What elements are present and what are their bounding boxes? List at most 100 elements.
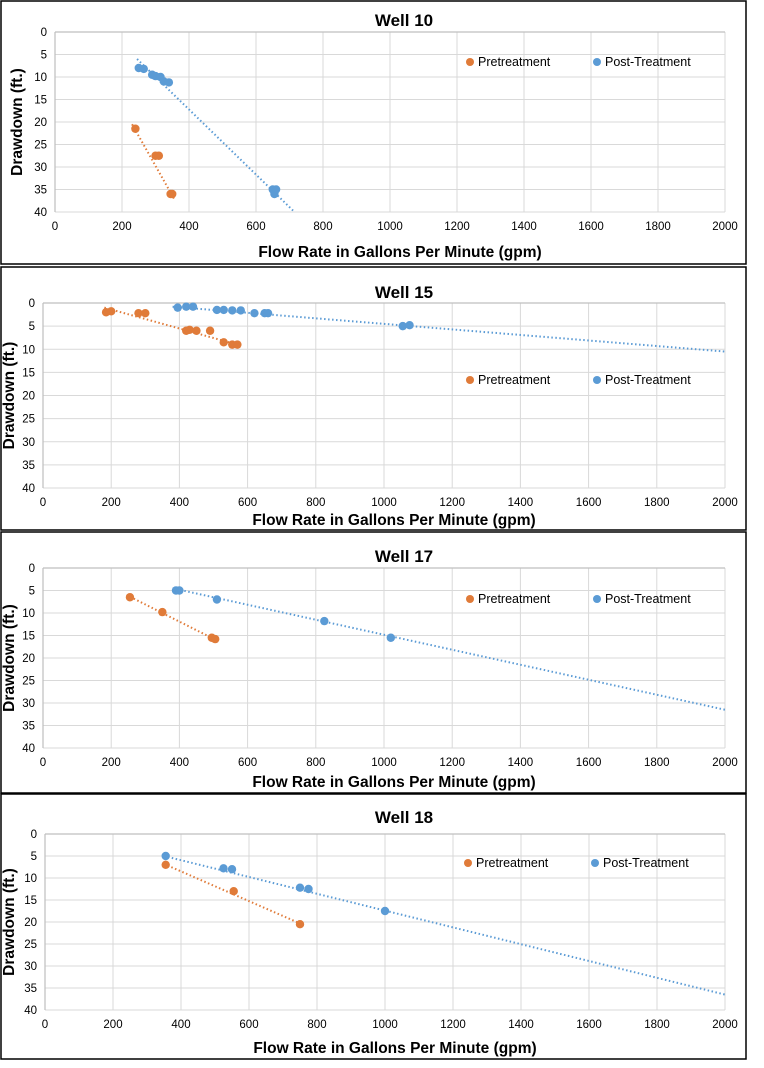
x-tick-label: 600 [246, 221, 265, 233]
chart-well-3: 0 200 400 600 800 1000 1200 1400 1600 1800 2000 0 5 1… [0, 531, 747, 794]
chart-frame [0, 531, 747, 794]
chart-title: Well 18 [375, 808, 433, 827]
pretreatment-point [161, 860, 170, 869]
y-tick-label: 35 [22, 721, 35, 733]
y-tick-label: 30 [34, 162, 47, 174]
legend-marker-pretreatment [466, 595, 474, 603]
post-treatment-point [227, 865, 237, 874]
pretreatment-point [141, 308, 150, 318]
y-tick-label: 20 [34, 117, 47, 129]
y-tick-label: 25 [24, 939, 37, 951]
y-tick-label: 15 [22, 631, 35, 643]
pretreatment-point [131, 124, 140, 133]
pretreatment-point [154, 151, 164, 160]
x-tick-label: 2000 [712, 1019, 738, 1031]
y-tick-label: 15 [22, 367, 35, 379]
post-treatment-point [380, 906, 390, 916]
chart-well-4: 0 200 400 600 800 1000 1200 1400 1600 1800 2000 0 5 1… [0, 793, 747, 1060]
y-tick-label: 30 [22, 437, 35, 449]
x-axis-label: Flow Rate in Gallons Per Minute (gpm) [252, 774, 535, 791]
post-treatment-point [161, 851, 170, 861]
legend-label-pretreatment: Pretreatment [478, 592, 551, 606]
x-tick-label: 1400 [508, 757, 534, 769]
y-tick-label: 40 [34, 207, 47, 219]
x-tick-label: 1600 [578, 221, 604, 233]
y-tick-label: 0 [29, 563, 35, 575]
x-tick-label: 1200 [444, 221, 470, 233]
post-treatment-point [398, 321, 407, 331]
y-tick-label: 0 [29, 298, 35, 310]
post-treatment-point [271, 185, 281, 194]
legend-label-pretreatment: Pretreatment [478, 373, 551, 387]
y-tick-label: 35 [34, 185, 47, 197]
chart-title: Well 10 [375, 11, 433, 30]
y-tick-label: 30 [22, 698, 35, 710]
x-tick-label: 600 [238, 497, 257, 509]
post-treatment-point [263, 308, 273, 318]
x-tick-label: 1200 [440, 1019, 466, 1031]
x-tick-label: 1200 [439, 757, 465, 769]
y-tick-label: 20 [22, 391, 35, 403]
x-tick-label: 1800 [644, 1019, 670, 1031]
x-axis-label: Flow Rate in Gallons Per Minute (gpm) [253, 1040, 536, 1057]
y-tick-label: 40 [24, 1005, 37, 1017]
post-treatment-trendline [163, 855, 726, 996]
chart-frame [0, 266, 747, 531]
y-axis-label: Drawdown (ft.) [1, 868, 18, 976]
legend-marker-post-treatment [591, 859, 599, 867]
y-tick-label: 5 [31, 851, 37, 863]
legend-marker-pretreatment [466, 58, 474, 66]
legend-label-post-treatment: Post-Treatment [603, 856, 689, 870]
pretreatment-point [229, 887, 238, 896]
x-tick-label: 200 [102, 497, 121, 509]
y-tick-label: 15 [34, 95, 47, 107]
x-tick-label: 200 [102, 757, 121, 769]
pretreatment-point [168, 189, 177, 199]
x-tick-label: 1000 [372, 1019, 398, 1031]
x-tick-label: 1600 [576, 497, 602, 509]
x-tick-label: 200 [112, 221, 131, 233]
post-treatment-point [219, 864, 228, 873]
pretreatment-point [295, 920, 305, 929]
x-tick-label: 1400 [508, 1019, 534, 1031]
chart-title: Well 15 [375, 283, 433, 302]
post-treatment-point [386, 633, 396, 642]
chart-frame [0, 793, 747, 1060]
chart-frame [0, 0, 747, 265]
post-treatment-point [175, 586, 184, 595]
chart-title: Well 17 [375, 547, 433, 566]
post-treatment-point [212, 595, 222, 604]
pretreatment-point [125, 593, 135, 602]
legend-label-pretreatment: Pretreatment [478, 55, 551, 69]
x-tick-label: 400 [170, 757, 189, 769]
y-tick-label: 20 [22, 653, 35, 665]
y-tick-label: 10 [24, 873, 37, 885]
post-treatment-point [228, 306, 237, 315]
legend-marker-post-treatment [593, 58, 601, 66]
y-axis-label: Drawdown (ft.) [1, 342, 18, 450]
x-tick-label: 1800 [645, 221, 671, 233]
y-tick-label: 25 [34, 140, 47, 152]
x-tick-label: 600 [239, 1019, 258, 1031]
x-tick-label: 400 [171, 1019, 190, 1031]
legend-label-pretreatment: Pretreatment [476, 856, 549, 870]
y-axis-label: Drawdown (ft.) [1, 604, 18, 712]
pretreatment-trendline [163, 863, 303, 926]
y-tick-label: 40 [22, 743, 35, 755]
x-tick-label: 800 [306, 497, 325, 509]
x-tick-label: 400 [179, 221, 198, 233]
post-treatment-point [236, 306, 245, 315]
pretreatment-trendline [126, 594, 220, 643]
x-tick-label: 600 [238, 757, 257, 769]
x-tick-label: 1000 [371, 757, 397, 769]
pretreatment-point [134, 308, 143, 318]
legend-label-post-treatment: Post-Treatment [605, 373, 691, 387]
x-axis-label: Flow Rate in Gallons Per Minute (gpm) [258, 244, 541, 261]
chart-well-2: 0 200 400 600 800 1000 1200 1400 1600 1800 2000 0 5 1… [0, 266, 747, 531]
post-treatment-point [405, 321, 414, 330]
post-treatment-point [212, 305, 222, 315]
y-tick-label: 10 [22, 608, 35, 620]
x-tick-label: 1400 [511, 221, 537, 233]
y-tick-label: 15 [24, 895, 37, 907]
